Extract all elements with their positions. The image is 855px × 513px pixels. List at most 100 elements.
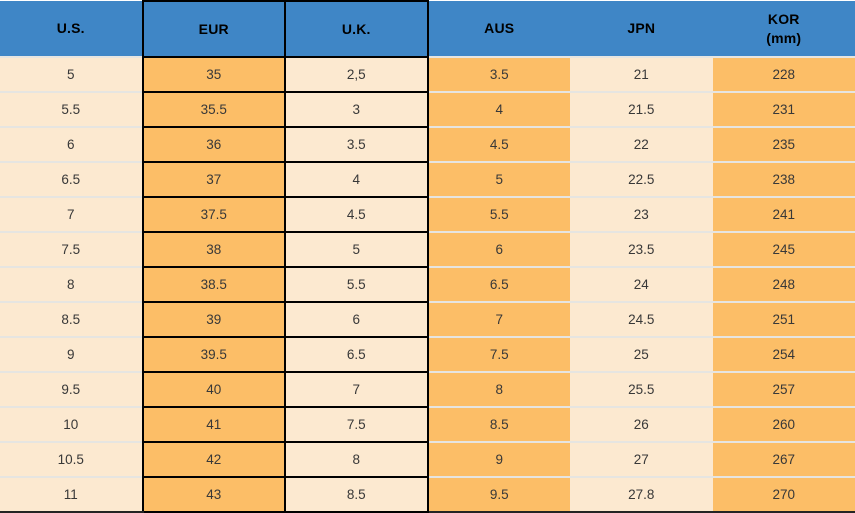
table-row: 10.5 42 8 9 27 267 — [0, 441, 855, 478]
cell-us: 5.5 — [0, 91, 143, 127]
cell-uk: 7.5 — [284, 406, 429, 443]
cell-eur: 43 — [141, 476, 286, 513]
cell-uk: 3.5 — [284, 126, 429, 163]
column-header-us: U.S. — [0, 1, 143, 57]
table-row: 5.5 35.5 3 4 21.5 231 — [0, 91, 855, 128]
cell-us: 8.5 — [0, 301, 143, 337]
cell-jpn: 27.8 — [570, 476, 713, 513]
cell-eur: 38.5 — [141, 266, 286, 303]
cell-uk: 5.5 — [284, 266, 429, 303]
cell-uk: 8.5 — [284, 476, 429, 513]
table-row: 7 37.5 4.5 5.5 23 241 — [0, 196, 855, 233]
cell-aus: 5.5 — [427, 196, 570, 232]
cell-us: 7 — [0, 196, 143, 232]
cell-aus: 5 — [427, 161, 570, 197]
cell-us: 6.5 — [0, 161, 143, 197]
column-header-label: KOR — [767, 10, 800, 27]
table-row: 7.5 38 5 6 23.5 245 — [0, 231, 855, 268]
cell-us: 7.5 — [0, 231, 143, 267]
cell-kor: 251 — [712, 301, 855, 337]
cell-eur: 42 — [141, 441, 286, 478]
cell-aus: 9 — [427, 441, 570, 477]
cell-us: 9 — [0, 336, 143, 372]
table-row: 11 43 8.5 9.5 27.8 270 — [0, 476, 855, 513]
header-row: U.S. EUR U.K. AUS JPN KOR (mm) — [0, 0, 855, 58]
cell-aus: 4.5 — [427, 126, 570, 162]
table-row: 9.5 40 7 8 25.5 257 — [0, 371, 855, 408]
cell-aus: 6.5 — [427, 266, 570, 302]
cell-eur: 39.5 — [141, 336, 286, 373]
cell-jpn: 21.5 — [570, 91, 713, 127]
table-row: 8.5 39 6 7 24.5 251 — [0, 301, 855, 338]
cell-us: 10.5 — [0, 441, 143, 477]
cell-kor: 235 — [712, 126, 855, 162]
cell-us: 5 — [0, 56, 143, 92]
cell-aus: 7 — [427, 301, 570, 337]
cell-us: 6 — [0, 126, 143, 162]
size-table-header: U.S. EUR U.K. AUS JPN KOR (mm) — [0, 0, 855, 58]
cell-jpn: 24 — [570, 266, 713, 302]
cell-eur: 40 — [141, 371, 286, 408]
cell-kor: 245 — [712, 231, 855, 267]
cell-jpn: 25.5 — [570, 371, 713, 407]
cell-uk: 2,5 — [284, 56, 429, 93]
column-header-sublabel: (mm) — [766, 29, 802, 46]
column-header-eur: EUR — [141, 0, 286, 58]
cell-aus: 7.5 — [427, 336, 570, 372]
cell-eur: 37 — [141, 161, 286, 198]
table-row: 9 39.5 6.5 7.5 25 254 — [0, 336, 855, 373]
cell-aus: 6 — [427, 231, 570, 267]
cell-kor: 231 — [712, 91, 855, 127]
cell-us: 9.5 — [0, 371, 143, 407]
table-row: 5 35 2,5 3.5 21 228 — [0, 56, 855, 93]
cell-eur: 41 — [141, 406, 286, 443]
column-header-aus: AUS — [427, 1, 570, 57]
column-header-kor: KOR (mm) — [712, 1, 855, 57]
column-header-label: U.K. — [341, 20, 371, 37]
cell-us: 8 — [0, 266, 143, 302]
cell-aus: 8 — [427, 371, 570, 407]
cell-uk: 3 — [284, 91, 429, 128]
cell-kor: 257 — [712, 371, 855, 407]
cell-jpn: 26 — [570, 406, 713, 442]
cell-jpn: 21 — [570, 56, 713, 92]
cell-jpn: 22.5 — [570, 161, 713, 197]
cell-jpn: 22 — [570, 126, 713, 162]
table-row: 10 41 7.5 8.5 26 260 — [0, 406, 855, 443]
table-row: 6 36 3.5 4.5 22 235 — [0, 126, 855, 163]
cell-kor: 270 — [712, 476, 855, 513]
cell-uk: 5 — [284, 231, 429, 268]
cell-eur: 35 — [141, 56, 286, 93]
cell-jpn: 24.5 — [570, 301, 713, 337]
cell-us: 10 — [0, 406, 143, 442]
cell-uk: 8 — [284, 441, 429, 478]
cell-us: 11 — [0, 476, 143, 513]
cell-kor: 260 — [712, 406, 855, 442]
column-header-label: EUR — [198, 20, 229, 37]
cell-uk: 4.5 — [284, 196, 429, 233]
cell-kor: 238 — [712, 161, 855, 197]
cell-aus: 4 — [427, 91, 570, 127]
cell-jpn: 23.5 — [570, 231, 713, 267]
cell-eur: 37.5 — [141, 196, 286, 233]
cell-aus: 8.5 — [427, 406, 570, 442]
cell-eur: 35.5 — [141, 91, 286, 128]
cell-kor: 241 — [712, 196, 855, 232]
cell-uk: 7 — [284, 371, 429, 408]
cell-kor: 228 — [712, 56, 855, 92]
column-header-uk: U.K. — [284, 0, 429, 58]
cell-eur: 36 — [141, 126, 286, 163]
column-header-label: U.S. — [56, 20, 85, 36]
column-header-jpn: JPN — [570, 1, 713, 57]
column-header-label: AUS — [484, 20, 515, 36]
table-row: 8 38.5 5.5 6.5 24 248 — [0, 266, 855, 303]
cell-eur: 39 — [141, 301, 286, 338]
size-table-body: 5 35 2,5 3.5 21 228 5.5 35.5 3 4 21.5 231 6 36 3.5 4.5 2… — [0, 56, 855, 513]
cell-uk: 6.5 — [284, 336, 429, 373]
cell-aus: 3.5 — [427, 56, 570, 92]
cell-jpn: 23 — [570, 196, 713, 232]
column-header-label: JPN — [627, 20, 656, 36]
cell-jpn: 25 — [570, 336, 713, 372]
